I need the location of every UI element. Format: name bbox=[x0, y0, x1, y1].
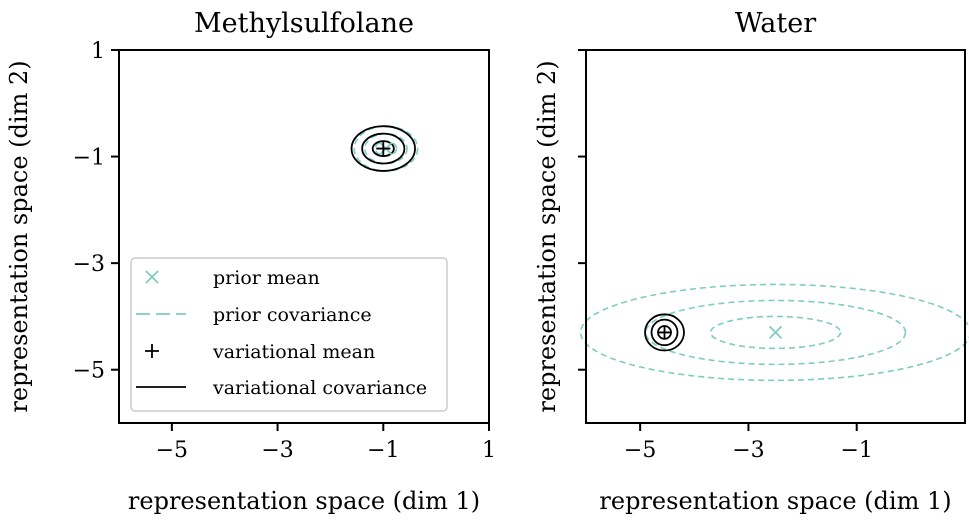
legend-entry-label: variational covariance bbox=[212, 377, 427, 399]
x-axis-label: representation space (dim 1) bbox=[599, 487, 951, 515]
variational-covariance-ellipse-3 bbox=[644, 313, 685, 352]
prior-covariance-ellipse-3 bbox=[579, 283, 969, 382]
y-tick-label: −1 bbox=[73, 146, 105, 171]
y-axis-label: representation space (dim 2) bbox=[533, 60, 561, 412]
legend-entry-label: prior mean bbox=[213, 267, 320, 289]
legend-box bbox=[130, 257, 448, 412]
variational-covariance-ellipse-2 bbox=[361, 132, 406, 165]
y-tick-label: −5 bbox=[73, 359, 105, 384]
x-tick-label: −5 bbox=[624, 438, 656, 463]
prior-mean-marker bbox=[768, 325, 783, 340]
panel-title: Methylsulfolane bbox=[194, 8, 414, 39]
x-tick-label: −3 bbox=[261, 438, 293, 463]
y-tick-label: −3 bbox=[73, 252, 105, 277]
y-tick-label: 1 bbox=[91, 39, 105, 64]
x-tick-label: −3 bbox=[732, 438, 764, 463]
variational-mean-marker bbox=[376, 141, 391, 156]
x-axis-label: representation space (dim 1) bbox=[128, 487, 480, 515]
plot-frame bbox=[585, 49, 966, 424]
prior-covariance-ellipse-2 bbox=[644, 299, 907, 366]
variational-covariance-ellipse-1 bbox=[371, 140, 395, 157]
legend-prior-mean-icon bbox=[145, 270, 159, 284]
x-tick-label: −1 bbox=[840, 438, 872, 463]
legend-entry-label: variational mean bbox=[212, 341, 375, 363]
x-tick-label: −5 bbox=[156, 438, 188, 463]
y-axis-label: representation space (dim 2) bbox=[5, 60, 33, 412]
panel-title: Water bbox=[735, 8, 816, 39]
prior-covariance-ellipse-1 bbox=[709, 315, 842, 350]
plot-frame bbox=[118, 49, 490, 424]
legend-variational-mean-icon bbox=[145, 344, 159, 358]
x-tick-label: 1 bbox=[482, 438, 496, 463]
variational-covariance-ellipse-3 bbox=[350, 125, 416, 172]
legend-entry-label: prior covariance bbox=[213, 304, 372, 326]
variational-mean-marker bbox=[657, 325, 672, 340]
x-tick-label: −1 bbox=[367, 438, 399, 463]
variational-covariance-ellipse-2 bbox=[650, 318, 679, 347]
